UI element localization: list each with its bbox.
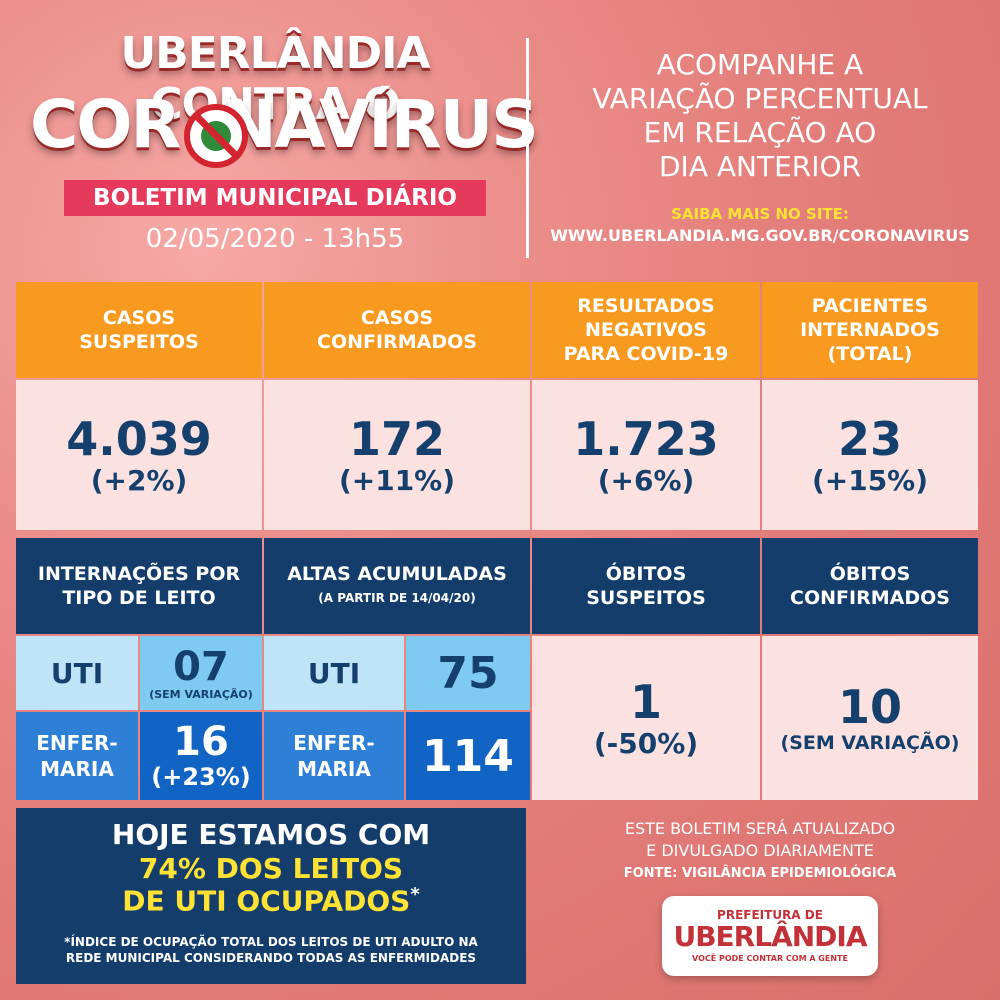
- bulletin-date: 02/05/2020 - 13h55: [145, 224, 405, 254]
- occupancy-line3-text: DE UTI OCUPADOS: [122, 884, 411, 918]
- label: TIPO DE LEITO: [62, 587, 216, 609]
- stat-change: (+11%): [338, 463, 456, 497]
- label: CONFIRMADOS: [790, 587, 950, 609]
- stat-change: (-50%): [593, 726, 699, 760]
- altas-enf-value: 114: [422, 730, 514, 782]
- header-obitos-suspeitos: ÓBITOS SUSPEITOS: [532, 538, 760, 634]
- header-altas: ALTAS ACUMULADAS (A PARTIR DE 14/04/20): [264, 538, 530, 634]
- label: NEGATIVOS: [585, 319, 707, 341]
- stat-change: (+6%): [597, 463, 695, 497]
- update-info: ESTE BOLETIM SERÁ ATUALIZADO E DIVULGADO…: [560, 818, 960, 862]
- occupancy-line3: DE UTI OCUPADOS*: [16, 884, 526, 917]
- value-pacientes-internados: 23 (+15%): [762, 380, 978, 530]
- saiba-mais-label: SAIBA MAIS NO SITE:: [671, 205, 849, 223]
- internacoes-enf-change: (+23%): [151, 763, 251, 791]
- site-link[interactable]: WWW.UBERLANDIA.MG.GOV.BR/CORONAVIRUS: [550, 226, 970, 245]
- altas-enf-label: ENFER- MARIA: [264, 712, 404, 800]
- label: SUSPEITOS: [79, 331, 199, 353]
- label: CASOS: [360, 307, 434, 329]
- info-line: E DIVULGADO DIARIAMENTE: [646, 841, 874, 860]
- title-line1: UBERLÂNDIA CONTRA O: [120, 28, 430, 130]
- stat-change: (+15%): [811, 463, 929, 497]
- variation-line3: EM RELAÇÃO AO: [643, 116, 877, 149]
- stat-change: (+2%): [90, 463, 188, 497]
- internacoes-uti-change: (SEM VARIAÇÃO): [149, 687, 253, 701]
- occupancy-note: *ÍNDICE DE OCUPAÇÃO TOTAL DOS LEITOS DE …: [26, 934, 516, 966]
- internacoes-enf-value: 16: [173, 719, 229, 765]
- altas-uti-value-cell: 75: [406, 636, 530, 710]
- value-obitos-suspeitos: 1 (-50%): [532, 636, 760, 800]
- label: SUSPEITOS: [586, 587, 706, 609]
- stat-value: 4.039: [66, 411, 212, 466]
- label: ALTAS ACUMULADAS: [287, 563, 507, 585]
- note-line: *ÍNDICE DE OCUPAÇÃO TOTAL DOS LEITOS DE …: [64, 935, 478, 949]
- sublabel: (A PARTIR DE 14/04/20): [318, 591, 476, 605]
- internacoes-uti-value: 07: [173, 643, 229, 690]
- internacoes-uti-label: UTI: [16, 636, 138, 710]
- header-resultados-negativos: RESULTADOS NEGATIVOS PARA COVID-19: [532, 282, 760, 378]
- info-line: ESTE BOLETIM SERÁ ATUALIZADO: [624, 819, 896, 838]
- internacoes-enf-label: ENFER- MARIA: [16, 712, 138, 800]
- header-pacientes-internados: PACIENTES INTERNADOS (TOTAL): [762, 282, 978, 378]
- prefeitura-logo[interactable]: PREFEITURA DE UBERLÂNDIA VOCÊ PODE CONTA…: [662, 896, 878, 976]
- virus-prohibited-icon: [184, 104, 248, 168]
- occupancy-line1: HOJE ESTAMOS COM: [111, 818, 431, 851]
- value-resultados-negativos: 1.723 (+6%): [532, 380, 760, 530]
- label: MARIA: [297, 757, 371, 781]
- occupancy-asterisk: *: [410, 884, 420, 905]
- logo-line2: UBERLÂNDIA: [673, 920, 867, 953]
- label: PACIENTES: [811, 295, 929, 317]
- title-line2: COR NAVÍRUS: [30, 86, 539, 163]
- altas-uti-value: 75: [437, 647, 499, 699]
- altas-enf-value-cell: 114: [406, 712, 530, 800]
- occupancy-panel: [16, 808, 526, 984]
- label: ÓBITOS: [829, 563, 911, 585]
- header-internacoes: INTERNAÇÕES POR TIPO DE LEITO: [16, 538, 262, 634]
- variation-line2: VARIAÇÃO PERCENTUAL: [592, 82, 928, 115]
- stat-value: 1.723: [573, 411, 719, 466]
- label: RESULTADOS: [577, 295, 715, 317]
- variation-line1: ACOMPANHE A: [656, 48, 864, 81]
- stat-value: 1: [629, 674, 662, 729]
- label: INTERNAÇÕES POR: [37, 563, 241, 585]
- stat-change: (SEM VARIAÇÃO): [780, 732, 960, 754]
- label: INTERNADOS: [800, 319, 940, 341]
- stat-value: 23: [837, 411, 902, 466]
- variation-line4: DIA ANTERIOR: [659, 150, 861, 183]
- label: ENFER-: [293, 731, 375, 755]
- label: MARIA: [40, 757, 114, 781]
- value-casos-suspeitos: 4.039 (+2%): [16, 380, 262, 530]
- value-casos-confirmados: 172 (+11%): [264, 380, 530, 530]
- source-label: FONTE: VIGILÂNCIA EPIDEMIOLÓGICA: [623, 866, 897, 881]
- header-casos-confirmados: CASOS CONFIRMADOS: [264, 282, 530, 378]
- label: (TOTAL): [827, 343, 913, 365]
- value-obitos-confirmados: 10 (SEM VARIAÇÃO): [762, 636, 978, 800]
- header-casos-suspeitos: CASOS SUSPEITOS: [16, 282, 262, 378]
- label: CASOS: [102, 307, 176, 329]
- header-obitos-confirmados: ÓBITOS CONFIRMADOS: [762, 538, 978, 634]
- header-divider: [526, 38, 529, 258]
- stat-value: 10: [837, 680, 902, 734]
- label: CONFIRMADOS: [317, 331, 477, 353]
- occupancy-line2: 74% DOS LEITOS: [138, 852, 404, 885]
- label: ÓBITOS: [605, 563, 687, 585]
- bulletin-badge: BOLETIM MUNICIPAL DIÁRIO: [64, 180, 486, 216]
- note-line: REDE MUNICIPAL CONSIDERANDO TODAS AS ENF…: [65, 951, 477, 965]
- internacoes-uti-value-cell: 07 (SEM VARIAÇÃO): [140, 636, 262, 710]
- logo-line1: PREFEITURA DE: [717, 908, 823, 922]
- internacoes-enf-value-cell: 16 (+23%): [140, 712, 262, 800]
- variation-heading: ACOMPANHE A VARIAÇÃO PERCENTUAL EM RELAÇ…: [560, 48, 960, 184]
- stat-value: 172: [348, 411, 446, 466]
- altas-uti-label: UTI: [264, 636, 404, 710]
- logo-line3: VOCÊ PODE CONTAR COM A GENTE: [692, 954, 848, 963]
- label: ENFER-: [36, 731, 118, 755]
- label: PARA COVID-19: [563, 343, 729, 365]
